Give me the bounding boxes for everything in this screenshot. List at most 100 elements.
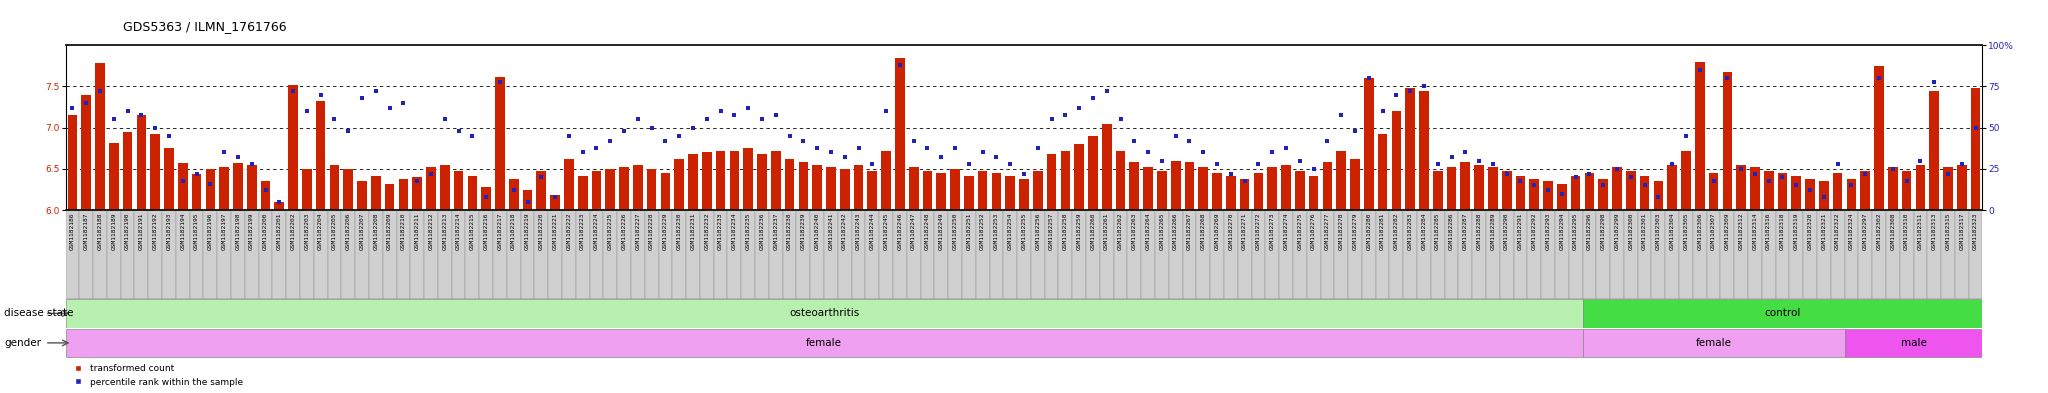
Bar [645,210,659,299]
Point [883,62,915,68]
Bar [1530,179,1540,210]
Bar [342,210,354,299]
Point [1311,138,1343,144]
Bar [287,210,299,299]
Point [332,128,365,134]
Bar [1929,90,1939,210]
Bar [838,210,852,299]
Bar [854,165,864,210]
Bar [371,176,381,210]
Text: GSM1182313: GSM1182313 [1931,213,1937,250]
Bar [399,179,408,210]
Text: GSM1182240: GSM1182240 [815,213,819,250]
Point [1821,161,1853,167]
Bar [1294,171,1305,210]
Text: GSM1182299: GSM1182299 [1614,213,1620,250]
Text: GSM1182312: GSM1182312 [1739,213,1743,250]
Text: GSM1182246: GSM1182246 [897,213,903,250]
Text: GSM1182270: GSM1182270 [1229,213,1233,250]
Point [676,125,709,131]
Point [1655,161,1688,167]
Text: GSM1182195: GSM1182195 [195,213,199,250]
Point [428,116,461,123]
Point [1352,75,1384,81]
Point [98,116,131,123]
Bar [1542,210,1554,299]
Text: GSM1182231: GSM1182231 [690,213,696,250]
Bar [1362,210,1376,299]
Text: GSM1182292: GSM1182292 [1532,213,1536,250]
Point [1946,161,1978,167]
Bar [561,210,575,299]
Bar [1735,210,1749,299]
Point [262,199,295,205]
Bar [920,210,934,299]
Bar [246,210,258,299]
Bar [616,210,631,299]
Bar [715,151,725,210]
Bar [272,210,287,299]
Bar [1571,176,1581,210]
Text: GSM1182227: GSM1182227 [635,213,641,250]
Bar [989,210,1004,299]
Point [1917,78,1950,84]
Bar [1942,210,1956,299]
Bar [1268,167,1278,210]
Point [1214,171,1247,177]
Text: GSM1182254: GSM1182254 [1008,213,1012,250]
Bar [1376,210,1389,299]
Bar [1653,182,1663,210]
Point [690,116,723,123]
Point [111,108,143,114]
Text: GSM1182269: GSM1182269 [1214,213,1219,250]
Point [786,138,819,144]
Text: GSM1182284: GSM1182284 [1421,213,1427,250]
Bar [1391,111,1401,210]
Text: GSM1182248: GSM1182248 [926,213,930,250]
Point [1159,133,1192,139]
Bar [1196,210,1210,299]
Point [1587,182,1620,189]
Bar [1212,173,1223,210]
Text: GSM1182271: GSM1182271 [1243,213,1247,250]
Point [1174,138,1206,144]
Point [1862,75,1894,81]
Bar [934,210,948,299]
Bar [590,210,604,299]
Text: GSM1182228: GSM1182228 [649,213,653,250]
Bar [797,210,811,299]
Bar [950,169,961,210]
Point [1849,171,1882,177]
Point [815,149,848,156]
Text: GSM1182203: GSM1182203 [305,213,309,250]
Text: GSM1182209: GSM1182209 [387,213,391,250]
Point [1421,161,1454,167]
Bar [1913,210,1927,299]
Point [1628,182,1661,189]
Point [621,116,653,123]
Bar [1640,176,1649,210]
Bar [1337,151,1346,210]
Bar [866,210,879,299]
Text: GSM1182241: GSM1182241 [829,213,834,250]
Text: GSM1182200: GSM1182200 [262,213,268,250]
Point [1229,177,1262,184]
Bar [1475,165,1485,210]
Text: GDS5363 / ILMN_1761766: GDS5363 / ILMN_1761766 [123,20,287,33]
Bar [1860,171,1870,210]
Bar [965,176,973,210]
Bar [1458,210,1473,299]
Bar [893,210,907,299]
Bar [164,148,174,210]
Bar [977,171,987,210]
Point [1049,111,1081,118]
Bar [299,210,313,299]
Bar [426,167,436,210]
Bar [1155,210,1169,299]
Text: control: control [1763,309,1800,318]
Text: GSM1182265: GSM1182265 [1159,213,1165,250]
Bar [1874,66,1884,210]
Text: GSM1182206: GSM1182206 [346,213,350,250]
Text: GSM1182267: GSM1182267 [1188,213,1192,250]
Bar [1004,210,1018,299]
